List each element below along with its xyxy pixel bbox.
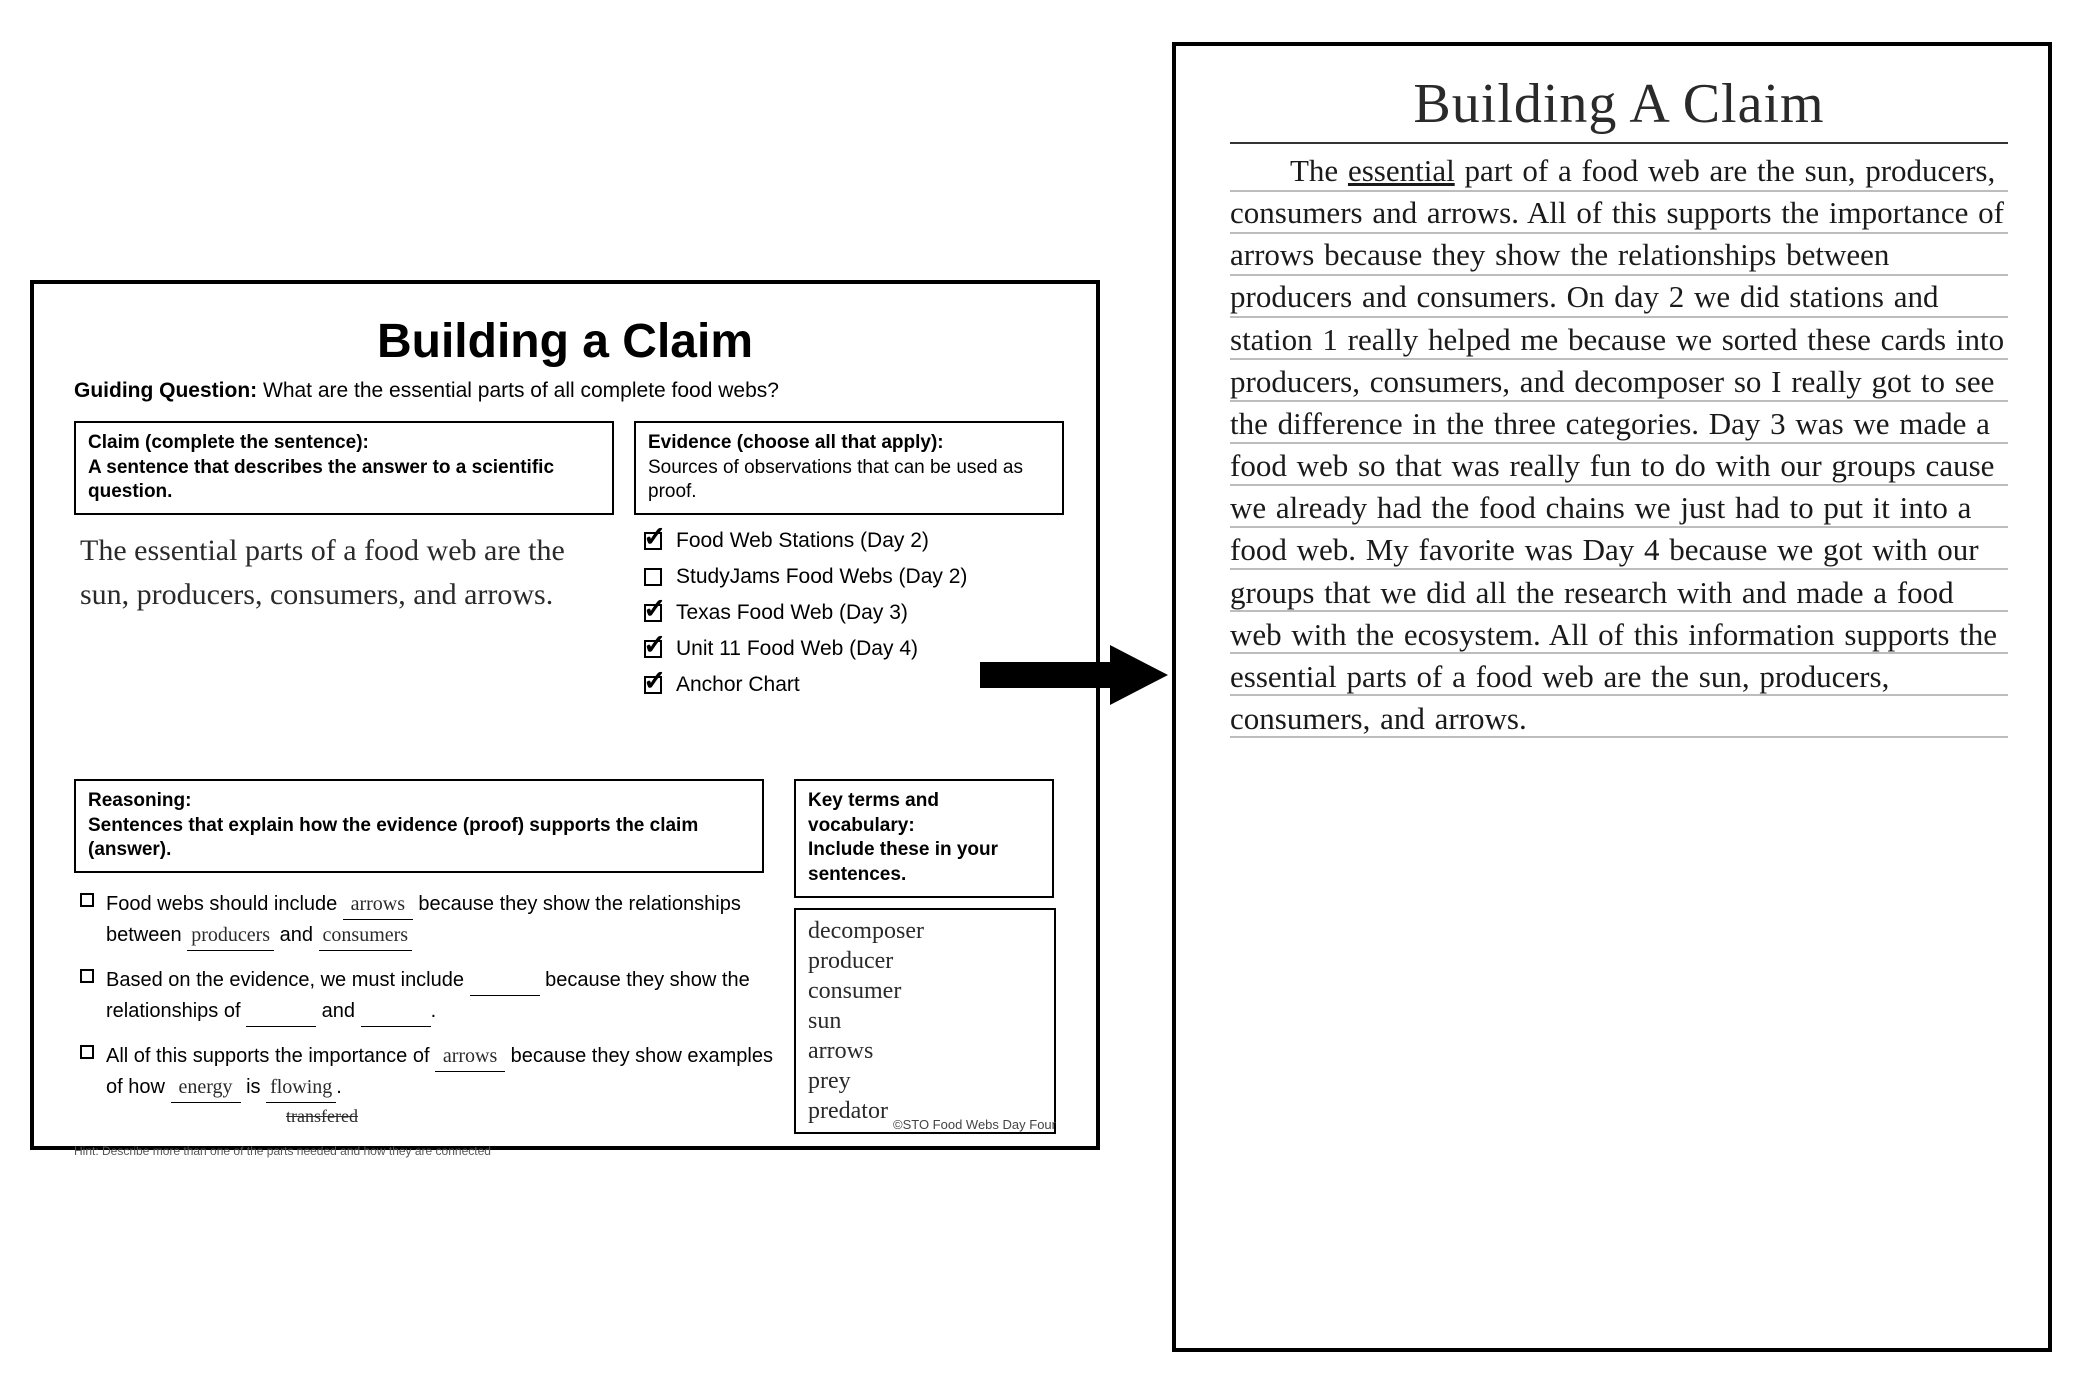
reasoning-text: Based on the evidence, we must include b… [106,965,774,1027]
evidence-label: StudyJams Food Webs (Day 2) [676,565,967,589]
fill-blank[interactable]: producers [187,920,274,951]
reasoning-text: Food webs should include arrows because … [106,889,774,951]
evidence-header-bold: Evidence (choose all that apply): [648,432,944,453]
fill-blank[interactable]: flowing [266,1072,336,1103]
keyterms-header-box: Key terms and vocabulary: Include these … [794,779,1054,898]
checkbox-icon[interactable] [644,676,662,694]
evidence-label: Texas Food Web (Day 3) [676,601,908,625]
essay-body: The essential part of a food web are the… [1230,150,2008,740]
worksheet-panel: Building a Claim Guiding Question: What … [30,280,1100,1150]
worksheet-title: Building a Claim [74,314,1056,369]
bullet-icon [80,893,94,907]
reasoning-item: All of this supports the importance of a… [80,1041,774,1130]
reasoning-item: Food webs should include arrows because … [80,889,774,951]
guiding-question: Guiding Question: What are the essential… [74,379,1056,403]
crossed-out-word: transfered [286,1103,774,1130]
keyterms-section: Key terms and vocabulary: Include these … [794,779,1056,1158]
reasoning-header-box: Reasoning: Sentences that explain how th… [74,779,764,873]
r-text: Food webs should include [106,893,337,915]
vocab-word: producer [808,946,1042,976]
fill-blank[interactable]: energy [171,1072,241,1103]
reasoning-section: Reasoning: Sentences that explain how th… [74,779,774,1158]
arrow-right-icon [980,640,1170,710]
reasoning-header-bold: Reasoning: [88,790,191,811]
vocab-word: prey [808,1066,1042,1096]
guiding-label: Guiding Question: [74,379,257,402]
essay-panel: Building A Claim The essential part of a… [1172,42,2052,1352]
fill-blank[interactable] [470,965,540,996]
keyterms-header: Key terms and vocabulary: Include these … [808,789,1040,888]
reasoning-text: All of this supports the importance of a… [106,1041,774,1130]
r-text: All of this supports the importance of [106,1045,430,1067]
checkbox-icon[interactable] [644,568,662,586]
r-text: Based on the evidence, we must include [106,969,464,991]
claim-header-sub: A sentence that describes the answer to … [88,457,554,503]
r-text: is [246,1076,260,1098]
checkbox-icon[interactable] [644,532,662,550]
footer-copyright: ©STO Food Webs Day Four [893,1117,1056,1132]
evidence-item: Texas Food Web (Day 3) [644,601,1064,625]
reasoning-header: Reasoning: Sentences that explain how th… [88,789,750,863]
fill-blank[interactable]: arrows [435,1041,505,1072]
footer-hint: Hint: Describe more than one of the part… [74,1144,774,1158]
evidence-item: Food Web Stations (Day 2) [644,529,1064,553]
evidence-label: Food Web Stations (Day 2) [676,529,929,553]
vocab-word: sun [808,1006,1042,1036]
checkbox-icon[interactable] [644,604,662,622]
top-row: Claim (complete the sentence): A sentenc… [74,421,1056,709]
vocab-word: arrows [808,1036,1042,1066]
bullet-icon [80,1045,94,1059]
reasoning-header-sub: Sentences that explain how the evidence … [88,815,698,861]
vocab-word: consumer [808,976,1042,1006]
r-text: and [322,1000,355,1022]
r-text: and [280,924,313,946]
fill-blank[interactable] [361,996,431,1027]
claim-answer: The essential parts of a food web are th… [74,529,614,616]
evidence-item: StudyJams Food Webs (Day 2) [644,565,1064,589]
reasoning-item: Based on the evidence, we must include b… [80,965,774,1027]
evidence-label: Unit 11 Food Web (Day 4) [676,637,918,661]
evidence-header: Evidence (choose all that apply): Source… [648,431,1050,505]
checkbox-icon[interactable] [644,640,662,658]
guiding-text: What are the essential parts of all comp… [263,379,779,402]
bullet-icon [80,969,94,983]
fill-blank[interactable]: arrows [343,889,413,920]
vocab-word: decomposer [808,916,1042,946]
evidence-header-box: Evidence (choose all that apply): Source… [634,421,1064,515]
reasoning-list: Food webs should include arrows because … [74,889,774,1130]
essay-inner: Building A Claim The essential part of a… [1230,72,2008,1328]
fill-blank[interactable] [246,996,316,1027]
claim-header-bold: Claim (complete the sentence): [88,432,369,453]
fill-blank[interactable]: consumers [319,920,413,951]
vocab-box: decomposer producer consumer sun arrows … [794,908,1056,1134]
mid-row: Reasoning: Sentences that explain how th… [74,779,1056,1158]
keyterms-header-sub: Include these in your sentences. [808,839,998,885]
essay-title: Building A Claim [1230,72,2008,144]
claim-section: Claim (complete the sentence): A sentenc… [74,421,614,709]
evidence-label: Anchor Chart [676,673,800,697]
evidence-header-sub: Sources of observations that can be used… [648,457,1023,503]
claim-header: Claim (complete the sentence): A sentenc… [88,431,600,505]
claim-header-box: Claim (complete the sentence): A sentenc… [74,421,614,515]
keyterms-header-bold: Key terms and vocabulary: [808,790,939,836]
underlined-word: essential [1348,153,1455,188]
